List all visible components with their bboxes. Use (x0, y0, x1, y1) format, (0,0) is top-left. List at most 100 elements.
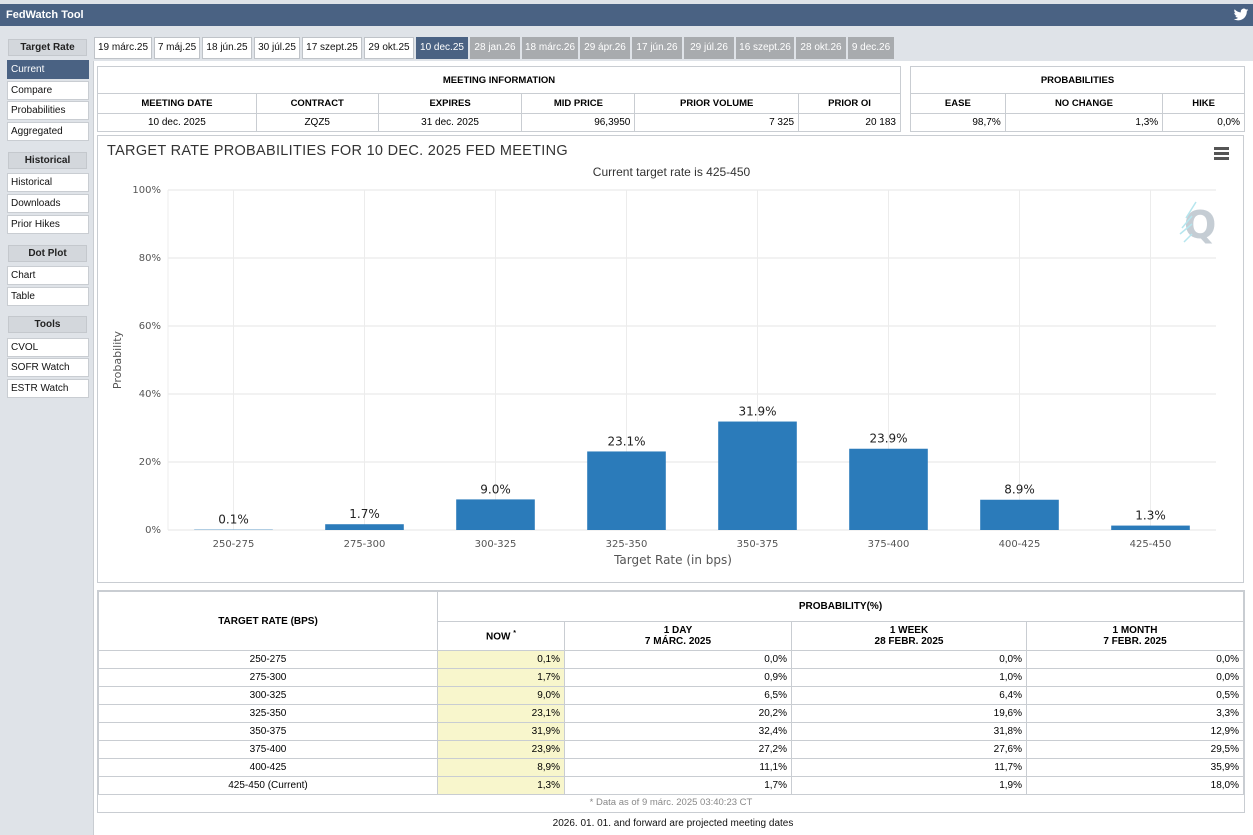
y-tick-label: 100% (132, 185, 161, 196)
one-week-cell: 19,6% (791, 704, 1027, 723)
y-tick-label: 0% (145, 525, 161, 536)
tab-meeting-date-future[interactable]: 28 okt.26 (796, 37, 846, 59)
bar-data-label: 31.9% (738, 405, 776, 419)
one-month-cell: 3,3% (1026, 704, 1244, 723)
sidebar-item-downloads[interactable]: Downloads (7, 194, 89, 213)
app-header: FedWatch Tool (0, 4, 1253, 26)
tab-meeting-date-future[interactable]: 28 jan.26 (470, 37, 520, 59)
x-tick-label: 350-375 (737, 539, 779, 550)
tab-meeting-date[interactable]: 17 szept.25 (302, 37, 362, 59)
bar (456, 499, 535, 530)
tab-meeting-date[interactable]: 30 júl.25 (254, 37, 300, 59)
footer-note: 2026. 01. 01. and forward are projected … (552, 818, 794, 829)
tab-meeting-date-future[interactable]: 9 dec.26 (848, 37, 894, 59)
target-rate-cell: 400-425 (98, 758, 438, 777)
one-month-label: 1 MONTH (1112, 625, 1158, 636)
hike-value: 0,0% (1162, 113, 1245, 132)
x-tick-label: 400-425 (999, 539, 1041, 550)
sidebar-group-historical: Historical (8, 152, 87, 169)
svg-text:Q: Q (1184, 203, 1216, 247)
one-month-cell: 0,0% (1026, 668, 1244, 687)
now-cell: 0,1% (437, 650, 565, 669)
tab-meeting-date[interactable]: 18 jún.25 (202, 37, 252, 59)
one-month-cell: 0,0% (1026, 650, 1244, 669)
tab-meeting-date-future[interactable]: 29 júl.26 (684, 37, 734, 59)
y-tick-label: 20% (139, 457, 161, 468)
now-header-mark: * (513, 629, 516, 637)
one-week-cell: 0,0% (791, 650, 1027, 669)
contract-value: ZQZ5 (255, 113, 379, 132)
target-rate-header: TARGET RATE (BPS) (98, 591, 438, 651)
bar-data-label: 8.9% (1004, 483, 1035, 497)
sidebar-item-historical[interactable]: Historical (7, 173, 89, 192)
bar (718, 421, 797, 530)
target-rate-cell: 250-275 (98, 650, 438, 669)
one-week-cell: 27,6% (791, 740, 1027, 759)
one-day-cell: 0,9% (564, 668, 792, 687)
now-cell: 1,3% (437, 776, 565, 795)
column-header: MEETING DATE (97, 93, 257, 114)
ease-value: 98,7% (910, 113, 1006, 132)
bar-data-label: 23.9% (869, 432, 907, 446)
sidebar-item-cvol[interactable]: CVOL (7, 338, 89, 357)
one-week-cell: 1,0% (791, 668, 1027, 687)
tab-meeting-date-future[interactable]: 16 szept.26 (736, 37, 794, 59)
tab-meeting-date[interactable]: 19 márc.25 (94, 37, 152, 59)
column-header: PRIOR OI (798, 93, 901, 114)
one-day-label: 1 DAY (663, 625, 693, 636)
no-change-value: 1,3% (1004, 113, 1164, 132)
one-day-cell: 27,2% (564, 740, 792, 759)
x-tick-label: 425-450 (1130, 539, 1172, 550)
tab-meeting-date[interactable]: 29 okt.25 (364, 37, 414, 59)
bar (587, 451, 666, 530)
bar-data-label: 1.3% (1135, 509, 1166, 523)
meeting-info-table: MEETING INFORMATION MEETING DATE CONTRAC… (97, 66, 901, 132)
column-header: NO CHANGE (1004, 93, 1164, 114)
column-header: EXPIRES (377, 93, 523, 114)
sidebar-item-sofr-watch[interactable]: SOFR Watch (7, 358, 89, 377)
sidebar-item-probabilities[interactable]: Probabilities (7, 101, 89, 120)
twitter-icon[interactable] (1233, 7, 1249, 23)
tab-meeting-date[interactable]: 7 máj.25 (154, 37, 200, 59)
tab-meeting-date-active[interactable]: 10 dec.25 (416, 37, 468, 59)
target-rate-cell: 350-375 (98, 722, 438, 741)
y-axis-label: Probability (111, 330, 124, 389)
column-header: MID PRICE (521, 93, 636, 114)
tab-meeting-date-future[interactable]: 29 ápr.26 (580, 37, 630, 59)
chart-menu-icon[interactable] (1214, 147, 1229, 160)
sidebar-item-prior-hikes[interactable]: Prior Hikes (7, 215, 89, 234)
tab-meeting-date-future[interactable]: 17 jún.26 (632, 37, 682, 59)
sidebar-item-estr-watch[interactable]: ESTR Watch (7, 379, 89, 398)
now-cell: 31,9% (437, 722, 565, 741)
bar (849, 448, 928, 530)
sidebar-group-target-rate: Target Rate (8, 39, 87, 56)
target-rate-cell: 300-325 (98, 686, 438, 705)
one-day-cell: 0,0% (564, 650, 792, 669)
probabilities-title: PROBABILITIES (910, 66, 1245, 94)
meeting-date-value: 10 dec. 2025 (97, 113, 257, 132)
expires-value: 31 dec. 2025 (377, 113, 523, 132)
x-tick-label: 325-350 (606, 539, 648, 550)
one-month-cell: 18,0% (1026, 776, 1244, 795)
one-month-cell: 35,9% (1026, 758, 1244, 777)
data-timestamp-note: * Data as of 9 márc. 2025 03:40:23 CT (589, 797, 753, 808)
sidebar-item-table[interactable]: Table (7, 287, 89, 306)
sidebar-item-current[interactable]: Current (7, 60, 89, 79)
chart-labels: 0% 20% 40% 60% 80% 100% 0.1% 250-275 1.7% 275-300… (132, 185, 1171, 550)
now-cell: 8,9% (437, 758, 565, 777)
sidebar-item-compare[interactable]: Compare (7, 81, 89, 100)
tab-meeting-date-future[interactable]: 18 márc.26 (522, 37, 578, 59)
sidebar-item-aggregated[interactable]: Aggregated (7, 122, 89, 141)
bar (980, 499, 1059, 530)
column-header: EASE (910, 93, 1006, 114)
one-week-date: 28 FEBR. 2025 (874, 636, 944, 647)
chart-panel: TARGET RATE PROBABILITIES FOR 10 DEC. 20… (97, 135, 1244, 583)
now-header: NOW * (437, 621, 565, 651)
sidebar-item-chart[interactable]: Chart (7, 266, 89, 285)
chart-title: TARGET RATE PROBABILITIES FOR 10 DEC. 20… (107, 143, 568, 159)
probability-bar-chart: 0% 20% 40% 60% 80% 100% 0.1% 250-275 1.7% 275-300… (111, 185, 1216, 567)
probability-history-panel: TARGET RATE (BPS) PROBABILITY(%) NOW * 1… (97, 590, 1245, 813)
one-day-cell: 11,1% (564, 758, 792, 777)
one-day-date: 7 MÁRC. 2025 (644, 636, 712, 647)
one-month-header: 1 MONTH 7 FEBR. 2025 (1026, 621, 1244, 651)
